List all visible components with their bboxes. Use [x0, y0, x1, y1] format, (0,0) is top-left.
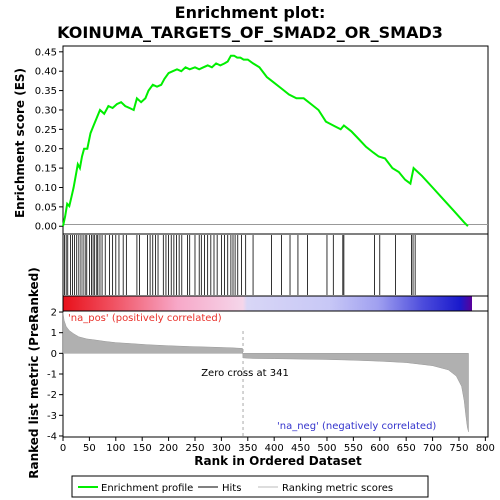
metric-y-axis-title: Ranked list metric (PreRanked) [27, 267, 41, 479]
x-tick-label: 0 [60, 443, 66, 454]
x-axis-title: Rank in Ordered Dataset [194, 454, 362, 468]
chart-title-line-2: KOINUMA_TARGETS_OF_SMAD2_OR_SMAD3 [57, 23, 443, 42]
metric-y-tick-label: 0 [51, 349, 57, 360]
metric-y-ticks: 2 1 0 -1 -2 -3 -4 [47, 308, 63, 442]
x-tick-label: 700 [423, 443, 442, 454]
legend-metric-label: Ranking metric scores [282, 483, 393, 494]
x-tick-label: 550 [344, 443, 363, 454]
x-tick-label: 500 [317, 443, 336, 454]
metric-y-tick-label: -2 [47, 390, 57, 401]
es-y-tick-label: 0.45 [35, 47, 57, 58]
x-tick-label: 200 [159, 443, 178, 454]
es-panel-frame [62, 45, 489, 235]
es-y-tick-label: 0.00 [35, 222, 57, 233]
legend-hits-label: Hits [222, 483, 241, 494]
es-y-ticks: 0.00 0.05 0.10 0.15 0.20 0.25 0.30 0.35 0.40 0.45 [35, 47, 63, 233]
rank-color-bar [63, 296, 472, 311]
legend: Enrichment profile Hits Ranking metric s… [71, 475, 429, 498]
hit-marks [64, 235, 416, 295]
legend-es-label: Enrichment profile [101, 483, 193, 494]
x-tick-label: 150 [133, 443, 152, 454]
x-ticks: 0 50 100 150 200 250 300 350 400 450 500 550 600 650 7… [60, 437, 495, 454]
x-tick-label: 50 [83, 443, 96, 454]
es-y-tick-label: 0.40 [35, 67, 57, 78]
x-tick-label: 100 [106, 443, 125, 454]
metric-y-tick-label: 2 [51, 308, 57, 319]
es-y-tick-label: 0.15 [35, 164, 57, 175]
neg-correlated-label: 'na_neg' (negatively correlated) [277, 421, 436, 432]
x-tick-label: 600 [370, 443, 389, 454]
es-y-axis-title: Enrichment score (ES) [13, 68, 27, 218]
metric-panel: 2 1 0 -1 -2 -3 -4 0 50 100 150 200 250 300 350 400 450 5… [47, 308, 495, 454]
metric-area [62, 311, 469, 432]
es-y-tick-label: 0.20 [35, 144, 57, 155]
metric-panel-frame [62, 310, 489, 438]
es-y-tick-label: 0.30 [35, 105, 57, 116]
hits-panel-frame [62, 233, 489, 297]
chart-title-line-1: Enrichment plot: [175, 3, 326, 22]
x-tick-label: 350 [238, 443, 257, 454]
es-y-tick-label: 0.25 [35, 125, 57, 136]
x-tick-label: 300 [212, 443, 231, 454]
es-profile-line [62, 54, 469, 227]
metric-y-tick-label: 1 [51, 328, 57, 339]
x-tick-label: 450 [291, 443, 310, 454]
pos-correlated-label: 'na_pos' (positively correlated) [68, 313, 222, 324]
es-y-tick-label: 0.35 [35, 86, 57, 97]
metric-y-tick-label: -1 [47, 370, 57, 381]
legend-frame [71, 475, 429, 498]
zero-cross-label: Zero cross at 341 [201, 368, 289, 379]
x-tick-label: 650 [397, 443, 416, 454]
metric-y-tick-label: -3 [47, 411, 57, 422]
metric-y-tick-label: -4 [47, 431, 57, 442]
hits-panel [62, 233, 489, 297]
x-tick-label: 400 [265, 443, 284, 454]
x-tick-label: 750 [449, 443, 468, 454]
x-tick-label: 800 [476, 443, 495, 454]
es-panel: 0.00 0.05 0.10 0.15 0.20 0.25 0.30 0.35 0.40 0.45 [35, 45, 489, 235]
x-tick-label: 250 [185, 443, 204, 454]
es-y-tick-label: 0.10 [35, 183, 57, 194]
es-y-tick-label: 0.05 [35, 202, 57, 213]
